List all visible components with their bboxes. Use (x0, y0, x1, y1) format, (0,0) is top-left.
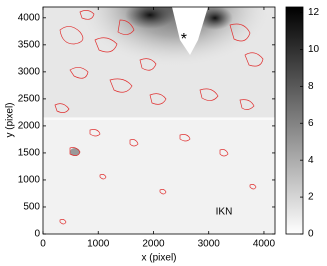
y-tick-label: 0 (34, 229, 40, 240)
colorbar-tick-label: 6 (308, 118, 314, 129)
colorbar-tick-label: 10 (308, 44, 320, 55)
colorbar-tick-label: 12 (308, 7, 320, 18)
y-tick-label: 2500 (18, 94, 41, 105)
x-axis-label: x (pixel) (141, 253, 176, 264)
x-tick-label: 1000 (87, 239, 110, 250)
y-tick-label: 3500 (18, 39, 41, 50)
plot-frame (42, 6, 276, 235)
y-tick-label: 4000 (18, 12, 41, 23)
y-tick-label: 3000 (18, 66, 41, 77)
colorbar-tick-label: 4 (308, 155, 314, 166)
y-axis-label: y (pixel) (5, 102, 16, 137)
x-tick-label: 4000 (253, 239, 276, 250)
marker: * (181, 31, 187, 48)
colorbar-tick-label: 2 (308, 192, 314, 203)
y-tick-label: 1000 (18, 175, 41, 186)
colorbar-tick-label: 0 (308, 229, 314, 240)
heatmap-image (43, 7, 275, 234)
colorbar-tick-label: 8 (308, 81, 314, 92)
y-tick-label: 500 (23, 202, 40, 213)
colorbar (285, 6, 304, 235)
annotation: IKN (216, 207, 233, 218)
y-tick-label: 1500 (18, 148, 41, 159)
x-tick-label: 0 (40, 239, 46, 250)
x-tick-label: 2000 (142, 239, 165, 250)
x-tick-label: 3000 (198, 239, 221, 250)
y-tick-label: 2000 (18, 121, 41, 132)
